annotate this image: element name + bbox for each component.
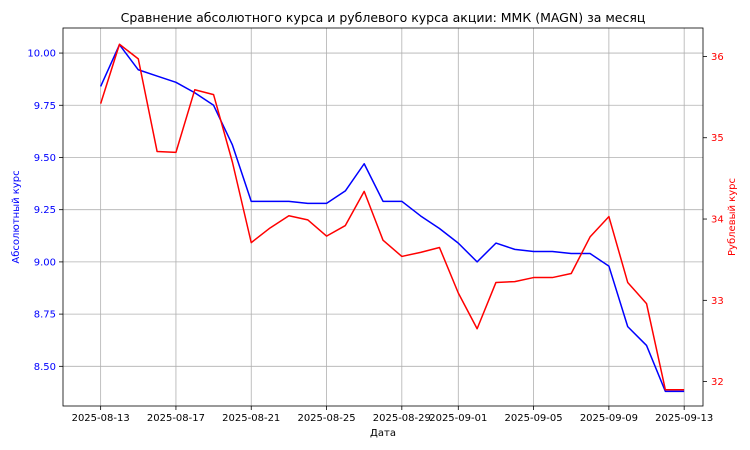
x-axis-label: Дата (370, 428, 396, 439)
left-axis-ticks: 8.50 8.75 9.00 9.25 9.50 9.75 10.00 (27, 49, 63, 373)
x-axis-ticks: 2025-08-13 2025-08-17 2025-08-21 2025-08-25… (72, 406, 713, 424)
x-tick-label: 2025-08-21 (222, 413, 280, 424)
x-tick-label: 2025-08-13 (72, 413, 130, 424)
grid (63, 28, 703, 406)
right-axis-ticks: 32 33 34 35 36 (703, 52, 724, 388)
x-tick-label: 2025-09-13 (655, 413, 713, 424)
left-tick-label: 9.75 (34, 101, 56, 112)
left-tick-label: 8.50 (34, 362, 56, 373)
chart-title: Сравнение абсолютного курса и рублевого … (121, 10, 646, 25)
x-tick-label: 2025-09-01 (429, 413, 487, 424)
left-tick-label: 8.75 (34, 310, 56, 321)
absolute-price-line (99, 43, 685, 393)
left-tick-label: 9.00 (34, 257, 56, 268)
x-tick-label: 2025-09-09 (580, 413, 638, 424)
right-tick-label: 32 (711, 377, 724, 388)
left-axis-label: Абсолютный курс (11, 170, 22, 263)
right-tick-label: 34 (711, 215, 724, 226)
right-tick-label: 35 (711, 133, 724, 144)
series-lines (99, 43, 685, 393)
plot-frame (62, 27, 704, 407)
right-tick-label: 36 (711, 52, 724, 63)
x-tick-label: 2025-08-25 (297, 413, 355, 424)
x-tick-label: 2025-08-29 (373, 413, 431, 424)
right-tick-label: 33 (711, 296, 724, 307)
left-tick-label: 9.50 (34, 153, 56, 164)
x-tick-label: 2025-09-05 (505, 413, 563, 424)
ruble-price-line (99, 43, 685, 391)
left-tick-label: 10.00 (27, 49, 56, 60)
left-tick-label: 9.25 (34, 205, 56, 216)
right-axis-label: Рублевый курс (727, 178, 738, 256)
x-tick-label: 2025-08-17 (147, 413, 205, 424)
